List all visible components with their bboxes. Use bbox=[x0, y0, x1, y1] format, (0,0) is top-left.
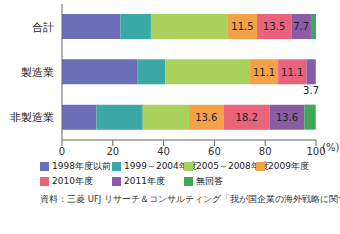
svg-text:60: 60 bbox=[208, 146, 221, 157]
svg-text:13.6: 13.6 bbox=[276, 112, 298, 123]
svg-text:100: 100 bbox=[306, 146, 326, 158]
svg-text:13.6: 13.6 bbox=[195, 112, 217, 123]
html-text:1999～2004年度2005～2008年度2009年度: 1999～2004年度2005～2008年度2009年度 bbox=[124, 161, 309, 171]
html-text:2011年度: 2011年度 bbox=[124, 176, 165, 186]
svg-text:合計: 合計 bbox=[32, 21, 54, 34]
svg-text:3.7: 3.7 bbox=[303, 85, 319, 96]
svg-text:0: 0 bbox=[59, 146, 65, 157]
svg-text:11.1: 11.1 bbox=[253, 67, 275, 78]
svg-text:13.5: 13.5 bbox=[263, 21, 285, 32]
html-text:2010年度: 2010年度 bbox=[52, 176, 93, 186]
svg-text:7.7: 7.7 bbox=[293, 21, 309, 32]
svg-text:非製造業: 非製造業 bbox=[10, 111, 54, 124]
svg-text:11.5: 11.5 bbox=[231, 21, 253, 32]
svg-text:18.2: 18.2 bbox=[236, 112, 258, 123]
html-text:1998年度以前: 1998年度以前 bbox=[52, 161, 111, 171]
svg-text:80: 80 bbox=[259, 146, 272, 157]
svg-text:20: 20 bbox=[106, 146, 119, 157]
svg-text:11.1: 11.1 bbox=[281, 67, 303, 78]
svg-text:40: 40 bbox=[157, 146, 170, 157]
html-text:無回答: 無回答 bbox=[196, 176, 223, 186]
svg-text:製造業: 製造業 bbox=[21, 66, 54, 79]
